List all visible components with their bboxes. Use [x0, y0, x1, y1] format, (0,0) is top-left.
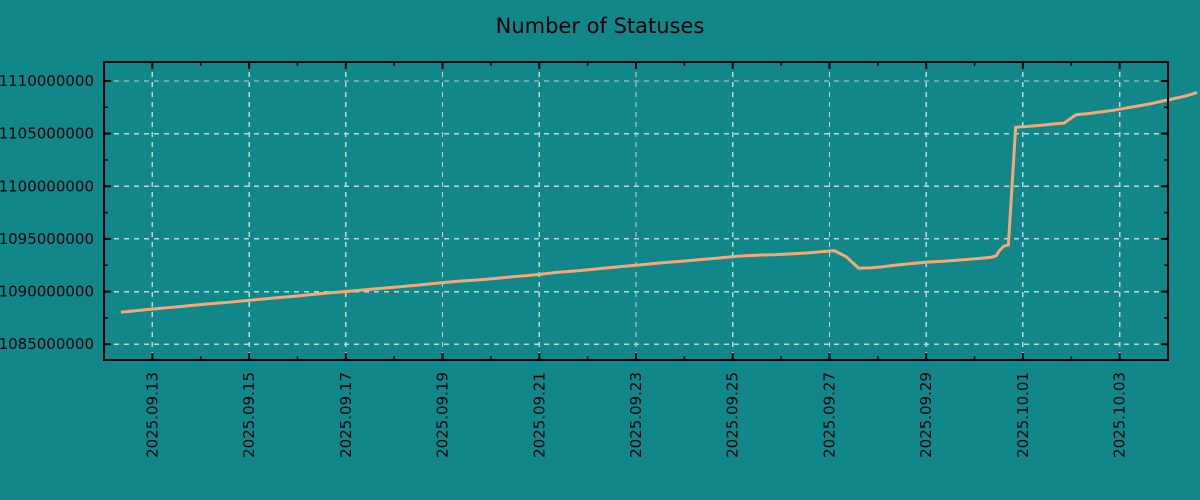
x-tick-label: 2025.09.13 — [143, 372, 161, 458]
data-series-line — [120, 91, 1198, 314]
x-tick-label: 2025.10.03 — [1111, 372, 1129, 458]
x-axis-tick-labels: 2025.09.13 2025.09.15 2025.09.17 2025.09.19… — [143, 372, 1128, 458]
y-tick-label: 1105000000 — [0, 125, 94, 143]
y-tick-label: 1095000000 — [0, 230, 94, 248]
y-tick-label: 1090000000 — [0, 283, 94, 301]
chart-title: Number of Statuses — [495, 14, 705, 38]
y-major-ticks — [104, 79, 1168, 346]
plot-background — [104, 62, 1168, 360]
y-tick-label: 1100000000 — [0, 177, 94, 195]
y-tick-label: 1085000000 — [0, 335, 94, 353]
x-tick-label: 2025.09.23 — [627, 372, 645, 458]
y-tick-label: 1110000000 — [0, 72, 94, 90]
x-tick-label: 2025.09.17 — [337, 372, 355, 458]
x-tick-label: 2025.09.19 — [434, 372, 452, 458]
x-tick-label: 2025.09.27 — [820, 372, 838, 458]
plot-frame — [103, 61, 1169, 361]
x-tick-label: 2025.09.15 — [240, 372, 258, 458]
y-axis-tick-labels: 1085000000 1090000000 1095000000 1100000000… — [0, 72, 94, 353]
x-major-ticks — [151, 62, 1121, 360]
x-tick-label: 2025.10.01 — [1014, 372, 1032, 458]
x-tick-label: 2025.09.25 — [724, 372, 742, 458]
x-tick-label: 2025.09.29 — [917, 372, 935, 458]
x-tick-label: 2025.09.21 — [530, 372, 548, 458]
